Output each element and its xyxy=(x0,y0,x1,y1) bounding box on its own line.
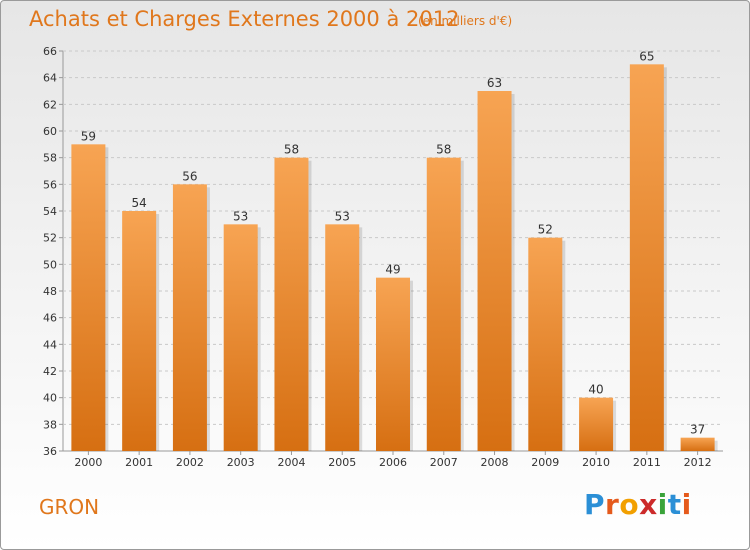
bar xyxy=(680,437,715,451)
x-tick-label: 2008 xyxy=(481,456,509,469)
y-tick-label: 60 xyxy=(43,125,57,138)
bar-value-label: 52 xyxy=(538,223,553,237)
bar xyxy=(426,157,461,451)
bar-value-label: 65 xyxy=(639,49,654,63)
y-tick-label: 42 xyxy=(43,365,57,378)
bar-value-label: 54 xyxy=(132,196,147,210)
x-tick-label: 2004 xyxy=(277,456,305,469)
chart-subtitle: (en milliers d'€) xyxy=(418,14,513,28)
y-tick-label: 52 xyxy=(43,232,57,245)
y-tick-label: 50 xyxy=(43,258,57,271)
bar xyxy=(579,397,614,451)
y-tick-label: 66 xyxy=(43,45,57,58)
bar xyxy=(376,277,410,451)
proxiti-logo[interactable]: Proxiti xyxy=(584,488,692,521)
y-tick-label: 48 xyxy=(43,285,57,298)
bar xyxy=(528,237,563,451)
y-tick-label: 44 xyxy=(43,338,57,351)
bar-value-label: 58 xyxy=(436,143,451,157)
x-tick-label: 2012 xyxy=(684,456,712,469)
x-tick-label: 2000 xyxy=(74,456,102,469)
x-tick-label: 2011 xyxy=(633,456,661,469)
logo-letter: r xyxy=(605,488,620,521)
x-tick-label: 2010 xyxy=(582,456,610,469)
bar-value-label: 58 xyxy=(284,143,299,157)
x-tick-label: 2002 xyxy=(176,456,204,469)
logo-letter: t xyxy=(667,488,682,521)
y-tick-label: 62 xyxy=(43,98,57,111)
x-tick-label: 2001 xyxy=(125,456,153,469)
y-tick-label: 56 xyxy=(43,178,57,191)
bar-value-label: 63 xyxy=(487,76,502,90)
x-tick-label: 2007 xyxy=(430,456,458,469)
chart-title: Achats et Charges Externes 2000 à 2012 xyxy=(29,7,460,31)
logo-letter: x xyxy=(639,488,658,521)
bar-value-label: 59 xyxy=(81,129,96,143)
y-tick-label: 64 xyxy=(43,72,57,85)
bar-value-label: 56 xyxy=(182,169,197,183)
commune-name: GRON xyxy=(39,495,100,519)
x-tick-label: 2005 xyxy=(328,456,356,469)
bar xyxy=(122,211,157,451)
y-tick-label: 36 xyxy=(43,445,57,458)
logo-letter: P xyxy=(584,488,606,521)
bar xyxy=(274,157,309,451)
y-tick-label: 58 xyxy=(43,152,57,165)
bar-value-label: 40 xyxy=(588,383,603,397)
bar xyxy=(71,144,106,452)
bar xyxy=(477,91,512,451)
x-tick-label: 2006 xyxy=(379,456,407,469)
x-tick-label: 2003 xyxy=(227,456,255,469)
bar-value-label: 53 xyxy=(233,209,248,223)
y-tick-label: 40 xyxy=(43,392,57,405)
bar xyxy=(223,224,258,451)
bar xyxy=(325,224,360,451)
bar-value-label: 49 xyxy=(385,263,400,277)
logo-letter: o xyxy=(619,488,640,521)
bar-value-label: 37 xyxy=(690,423,705,437)
logo-letter: i xyxy=(657,488,668,521)
x-tick-label: 2009 xyxy=(531,456,559,469)
bar xyxy=(629,64,664,452)
logo-letter: i xyxy=(681,488,692,521)
y-tick-label: 46 xyxy=(43,312,57,325)
bar xyxy=(172,184,207,452)
bar-value-label: 53 xyxy=(335,209,350,223)
y-tick-label: 38 xyxy=(43,418,57,431)
y-tick-label: 54 xyxy=(43,205,57,218)
